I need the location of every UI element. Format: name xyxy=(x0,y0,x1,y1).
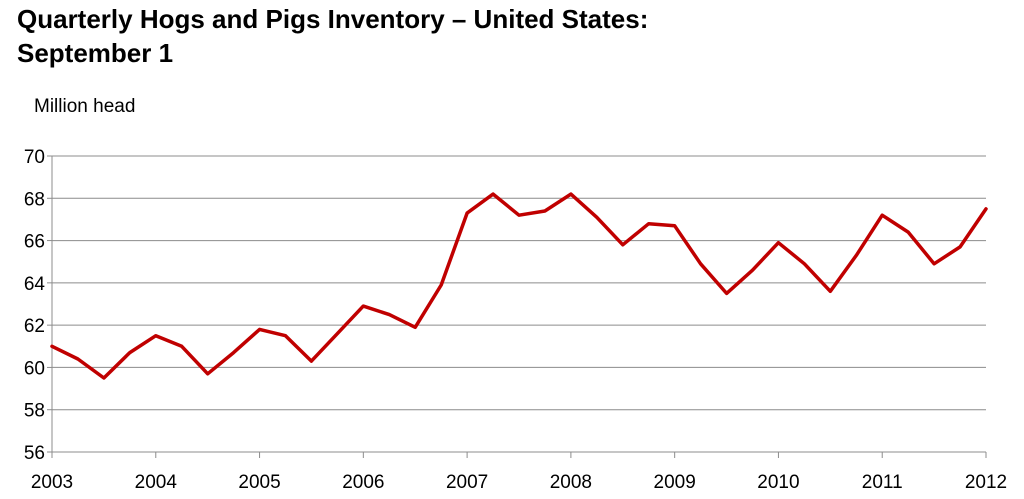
y-tick-label-64: 64 xyxy=(24,274,46,295)
x-axis-ticks: 2003 2004 2005 2006 2007 2008 2009 2010 2011 2012 xyxy=(31,452,1007,493)
x-tick-label-2008: 2008 xyxy=(550,472,592,493)
y-tick-label-66: 66 xyxy=(24,232,45,253)
y-axis-unit-label: Million head xyxy=(34,96,136,117)
x-tick-label-2011: 2011 xyxy=(862,472,903,493)
y-tick-label-62: 62 xyxy=(24,316,45,337)
y-tick-label-70: 70 xyxy=(24,147,45,168)
chart-title-line-2: September 1 xyxy=(17,38,174,68)
y-tick-label-56: 56 xyxy=(24,443,45,464)
series-group xyxy=(50,192,988,380)
x-tick-label-2005: 2005 xyxy=(238,472,280,493)
y-tick-label-68: 68 xyxy=(24,189,45,210)
y-axis-ticks: 56 58 60 62 64 66 68 70 xyxy=(24,147,52,464)
x-tick-label-2007: 2007 xyxy=(446,472,488,493)
x-tick-label-2009: 2009 xyxy=(654,472,696,493)
gridlines xyxy=(52,155,986,411)
x-tick-label-2006: 2006 xyxy=(342,472,384,493)
x-tick-label-2010: 2010 xyxy=(757,472,799,493)
x-tick-label-2003: 2003 xyxy=(31,472,73,493)
x-tick-label-2012: 2012 xyxy=(965,472,1007,493)
chart-title-line-1: Quarterly Hogs and Pigs Inventory – Unit… xyxy=(17,4,649,34)
y-tick-label-58: 58 xyxy=(24,401,45,422)
y-tick-label-60: 60 xyxy=(24,358,45,379)
axes xyxy=(51,156,986,453)
series-line-0 xyxy=(50,192,988,380)
x-tick-label-2004: 2004 xyxy=(135,472,178,493)
chart-title: Quarterly Hogs and Pigs Inventory – Unit… xyxy=(17,2,648,70)
